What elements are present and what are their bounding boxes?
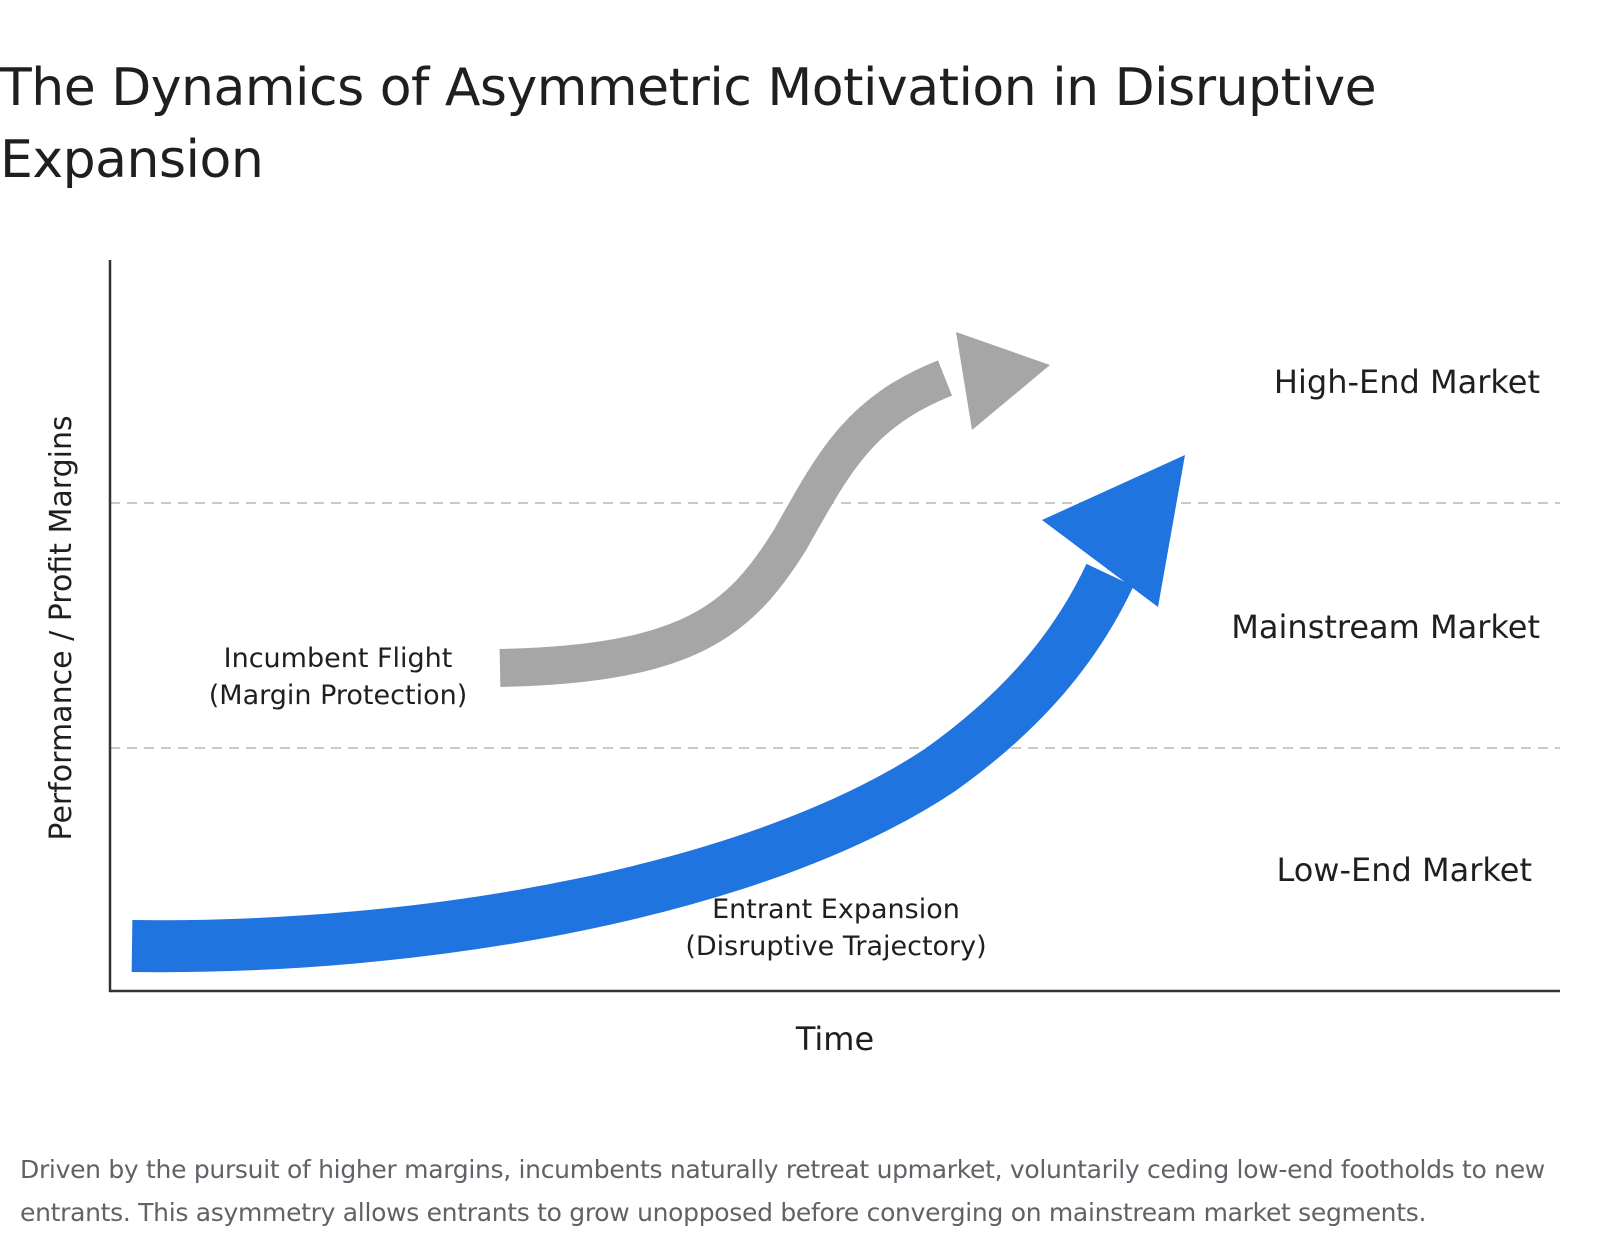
y-axis-label: Performance / Profit Margins (44, 415, 79, 840)
page-title: The Dynamics of Asymmetric Motivation in… (0, 58, 1377, 190)
entrant-arrow-shaft (131, 563, 1134, 973)
entrant-label-line2: (Disruptive Trajectory) (685, 931, 986, 962)
incumbent-arrow-head (956, 332, 1050, 430)
diagram-canvas: Performance / Profit Margins Time High-E… (44, 260, 1560, 1058)
entrant-arrow-head (1042, 455, 1185, 607)
tier-label-mainstream: Mainstream Market (1231, 608, 1540, 646)
incumbent-flight-arrow (499, 332, 1050, 687)
entrant-expansion-arrow (131, 455, 1185, 973)
incumbent-label-line1: Incumbent Flight (224, 643, 453, 674)
figure-caption: Driven by the pursuit of higher margins,… (20, 1155, 1545, 1227)
incumbent-arrow-shaft (499, 360, 953, 687)
x-axis-label: Time (795, 1020, 874, 1058)
entrant-label-line1: Entrant Expansion (712, 894, 960, 925)
incumbent-label-line2: (Margin Protection) (209, 680, 467, 711)
disruption-diagram: Performance / Profit Margins Time High-E… (0, 250, 1600, 1110)
tier-label-high-end: High-End Market (1274, 363, 1540, 401)
tier-label-low-end: Low-End Market (1276, 851, 1532, 889)
